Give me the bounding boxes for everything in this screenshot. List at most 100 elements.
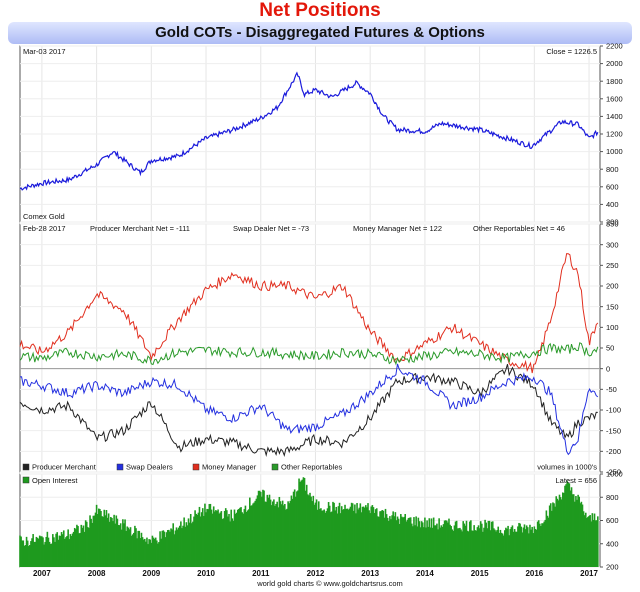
oi-bar [276, 501, 278, 567]
oi-bar [154, 537, 157, 567]
oi-bar [243, 509, 246, 567]
oi-bar [208, 504, 211, 567]
oi-bar [41, 536, 43, 567]
oi-bar [526, 527, 529, 567]
oi-bar [90, 518, 92, 567]
oi-bar [491, 521, 494, 567]
oi-bar [250, 505, 252, 567]
oi-bar [217, 509, 219, 567]
oi-bar [447, 522, 449, 567]
oi-bar [340, 506, 343, 567]
oi-bar [111, 517, 113, 567]
oi-bar [194, 510, 196, 567]
x-tick-label: 2013 [361, 569, 379, 578]
net-y-tick-label: 150 [606, 302, 619, 311]
oi-bar [317, 501, 320, 567]
oi-bar [315, 499, 318, 567]
oi-bar [115, 515, 118, 567]
oi-bar [300, 480, 303, 567]
oi-bar [593, 513, 596, 567]
oi-bar [282, 505, 285, 567]
oi-bar [476, 527, 479, 567]
oi-bar [387, 520, 390, 567]
oi-bar [53, 537, 55, 567]
oi-bar [54, 541, 56, 567]
oi-bar [524, 529, 527, 567]
oi-bar [211, 513, 214, 567]
oi-bar [532, 533, 535, 567]
oi-bar [568, 483, 571, 567]
oi-bar [299, 481, 301, 567]
oi-bar [186, 525, 189, 567]
oi-bar [495, 531, 497, 567]
oi-bar [592, 519, 595, 567]
oi-bar [301, 479, 304, 567]
oi-bar [68, 539, 71, 567]
oi-bar [110, 517, 112, 567]
oi-bar [432, 517, 435, 567]
oi-bar [391, 515, 393, 567]
oi-bar [44, 541, 46, 567]
oi-bar [494, 529, 496, 567]
oi-bar [254, 500, 257, 567]
oi-bar [122, 519, 124, 567]
oi-bar [576, 499, 578, 567]
oi-bar [261, 496, 263, 567]
oi-bar [145, 541, 147, 567]
oi-bar [390, 519, 392, 567]
oi-bar [510, 527, 513, 567]
price-series-line [19, 71, 599, 191]
oi-bar [223, 510, 226, 567]
oi-bar [553, 503, 555, 567]
oi-bar [158, 542, 160, 567]
oi-bar [175, 527, 178, 567]
oi-bar [210, 509, 213, 567]
oi-bar [397, 518, 400, 567]
oi-bar [288, 503, 291, 567]
oi-bar [267, 497, 270, 567]
oi-bar [429, 527, 432, 567]
oi-bar [336, 513, 339, 567]
oi-bar [293, 489, 296, 567]
oi-bar [421, 522, 424, 567]
price-y-tick-label: 1600 [606, 94, 623, 103]
oi-bar [418, 521, 421, 567]
oi-bar [346, 508, 349, 567]
oi-bar [161, 530, 164, 567]
oi-bar [96, 514, 99, 567]
oi-y-tick-label: 200 [606, 563, 619, 572]
oi-bar [454, 521, 457, 567]
oi-bar [226, 510, 228, 567]
oi-bar [81, 527, 84, 567]
oi-bar [319, 508, 321, 567]
oi-latest-label: Latest = 656 [556, 476, 598, 485]
oi-bar [560, 499, 563, 567]
net-y-tick-label: -50 [606, 385, 617, 394]
oi-bar [221, 519, 224, 567]
net-y-tick-label: 250 [606, 261, 619, 270]
oi-bar [448, 518, 450, 567]
oi-bar [286, 508, 288, 567]
other-reportables-series-line [19, 342, 599, 366]
oi-bar [106, 517, 109, 567]
oi-bar [117, 524, 120, 567]
oi-bar [436, 523, 438, 567]
oi-bar [541, 523, 543, 567]
oi-bar [545, 510, 548, 567]
oi-bar [363, 507, 366, 567]
oi-legend-swatch [22, 476, 30, 484]
oi-bar [360, 512, 363, 567]
oi-bar [572, 494, 575, 567]
oi-bar [586, 517, 588, 567]
oi-bar [566, 481, 568, 567]
x-tick-label: 2009 [142, 569, 160, 578]
oi-bar [56, 532, 59, 567]
oi-bar [65, 537, 67, 567]
oi-bar [302, 477, 305, 567]
oi-bar [151, 535, 154, 567]
oi-bar [134, 525, 136, 567]
oi-bar [207, 509, 210, 567]
x-tick-label: 2007 [33, 569, 51, 578]
oi-bar [543, 521, 545, 567]
oi-bar [146, 537, 148, 567]
